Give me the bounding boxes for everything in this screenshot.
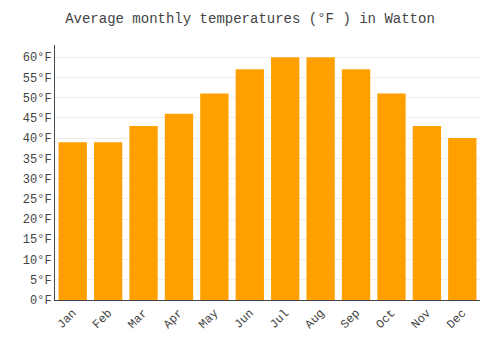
svg-text:Dec: Dec [444,307,469,332]
svg-text:15°F: 15°F [23,233,52,247]
svg-text:Mar: Mar [125,307,150,332]
svg-text:May: May [196,307,221,332]
svg-text:35°F: 35°F [23,153,52,167]
svg-text:0°F: 0°F [30,294,52,308]
svg-text:50°F: 50°F [23,92,52,106]
svg-text:Jan: Jan [55,307,80,332]
svg-text:Jul: Jul [267,307,292,332]
svg-text:5°F: 5°F [30,274,52,288]
svg-text:Oct: Oct [373,307,398,332]
svg-text:Apr: Apr [161,307,186,332]
svg-text:60°F: 60°F [23,51,52,65]
svg-text:10°F: 10°F [23,254,52,268]
svg-text:Nov: Nov [409,307,434,332]
svg-text:Jun: Jun [232,307,257,332]
svg-text:30°F: 30°F [23,173,52,187]
svg-text:25°F: 25°F [23,193,52,207]
svg-text:Aug: Aug [303,307,328,332]
svg-text:20°F: 20°F [23,213,52,227]
svg-text:45°F: 45°F [23,112,52,126]
svg-text:40°F: 40°F [23,132,52,146]
svg-text:55°F: 55°F [23,72,52,86]
svg-text:Average monthly temperatures (: Average monthly temperatures (°F ) in Wa… [65,11,435,27]
svg-text:Feb: Feb [90,307,115,332]
svg-text:Sep: Sep [338,307,363,332]
